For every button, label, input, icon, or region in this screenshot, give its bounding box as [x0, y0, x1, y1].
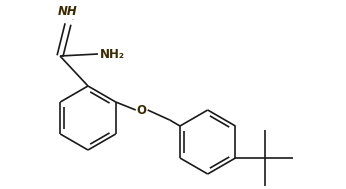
Text: NH: NH	[58, 5, 78, 18]
Text: iNH: iNH	[72, 19, 74, 20]
Text: O: O	[137, 105, 147, 118]
Text: NH₂: NH₂	[100, 47, 125, 60]
